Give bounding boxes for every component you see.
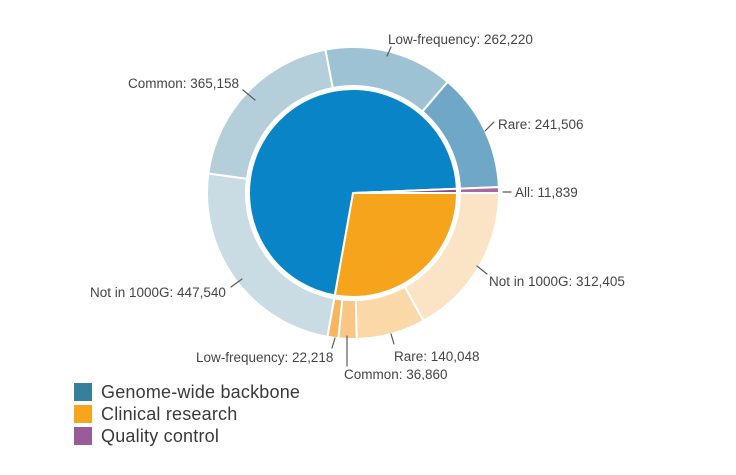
- slice-label: Rare: 241,506: [498, 117, 584, 132]
- legend-item-clinical-research[interactable]: Clinical research: [74, 405, 300, 423]
- inner-slice-clinical-research[interactable]: [333, 192, 458, 298]
- leader-line: [390, 333, 395, 345]
- outer-slice-genome-wide-backbone-common[interactable]: [207, 48, 334, 180]
- leader-lines: [230, 46, 512, 367]
- outer-slice-genome-wide-backbone-not-in-1000g[interactable]: [205, 172, 336, 338]
- outer-slice-quality-control-all[interactable]: [458, 186, 500, 194]
- leader-line: [331, 337, 336, 349]
- legend-item-quality-control[interactable]: Quality control: [74, 427, 300, 445]
- slice-label: Common: 36,860: [344, 367, 448, 380]
- leader-line: [484, 121, 495, 132]
- legend-item-genome-wide-backbone[interactable]: Genome-wide backbone: [74, 383, 300, 401]
- sunburst-chart: Low-frequency: 262,220 Common: 365,158 R…: [90, 32, 625, 380]
- leader-line: [230, 278, 243, 288]
- slice-label: Rare: 140,048: [394, 349, 480, 364]
- slice-label: All: 11,839: [515, 185, 578, 200]
- legend-label: Quality control: [101, 426, 220, 446]
- slice-label: Not in 1000G: 312,405: [489, 274, 625, 289]
- outer-ring: [205, 46, 500, 340]
- slice-labels: Low-frequency: 262,220 Common: 365,158 R…: [90, 32, 625, 380]
- slice-label: Low-frequency: 262,220: [388, 32, 533, 47]
- legend-label: Clinical research: [101, 404, 238, 424]
- legend-label: Genome-wide backbone: [101, 382, 301, 402]
- legend: Genome-wide backbone Clinical research Q…: [74, 383, 300, 445]
- slice-label: Common: 365,158: [128, 76, 239, 91]
- leader-line: [476, 265, 488, 275]
- leader-line: [386, 46, 392, 57]
- legend-swatch: [74, 405, 92, 423]
- legend-swatch: [74, 383, 92, 401]
- leader-line: [242, 89, 256, 101]
- legend-swatch: [74, 427, 92, 445]
- slice-label: Low-frequency: 22,218: [196, 350, 333, 365]
- slice-label: Not in 1000G: 447,540: [90, 285, 226, 300]
- inner-ring: [248, 88, 459, 298]
- inner-slice-quality-control[interactable]: [352, 187, 459, 194]
